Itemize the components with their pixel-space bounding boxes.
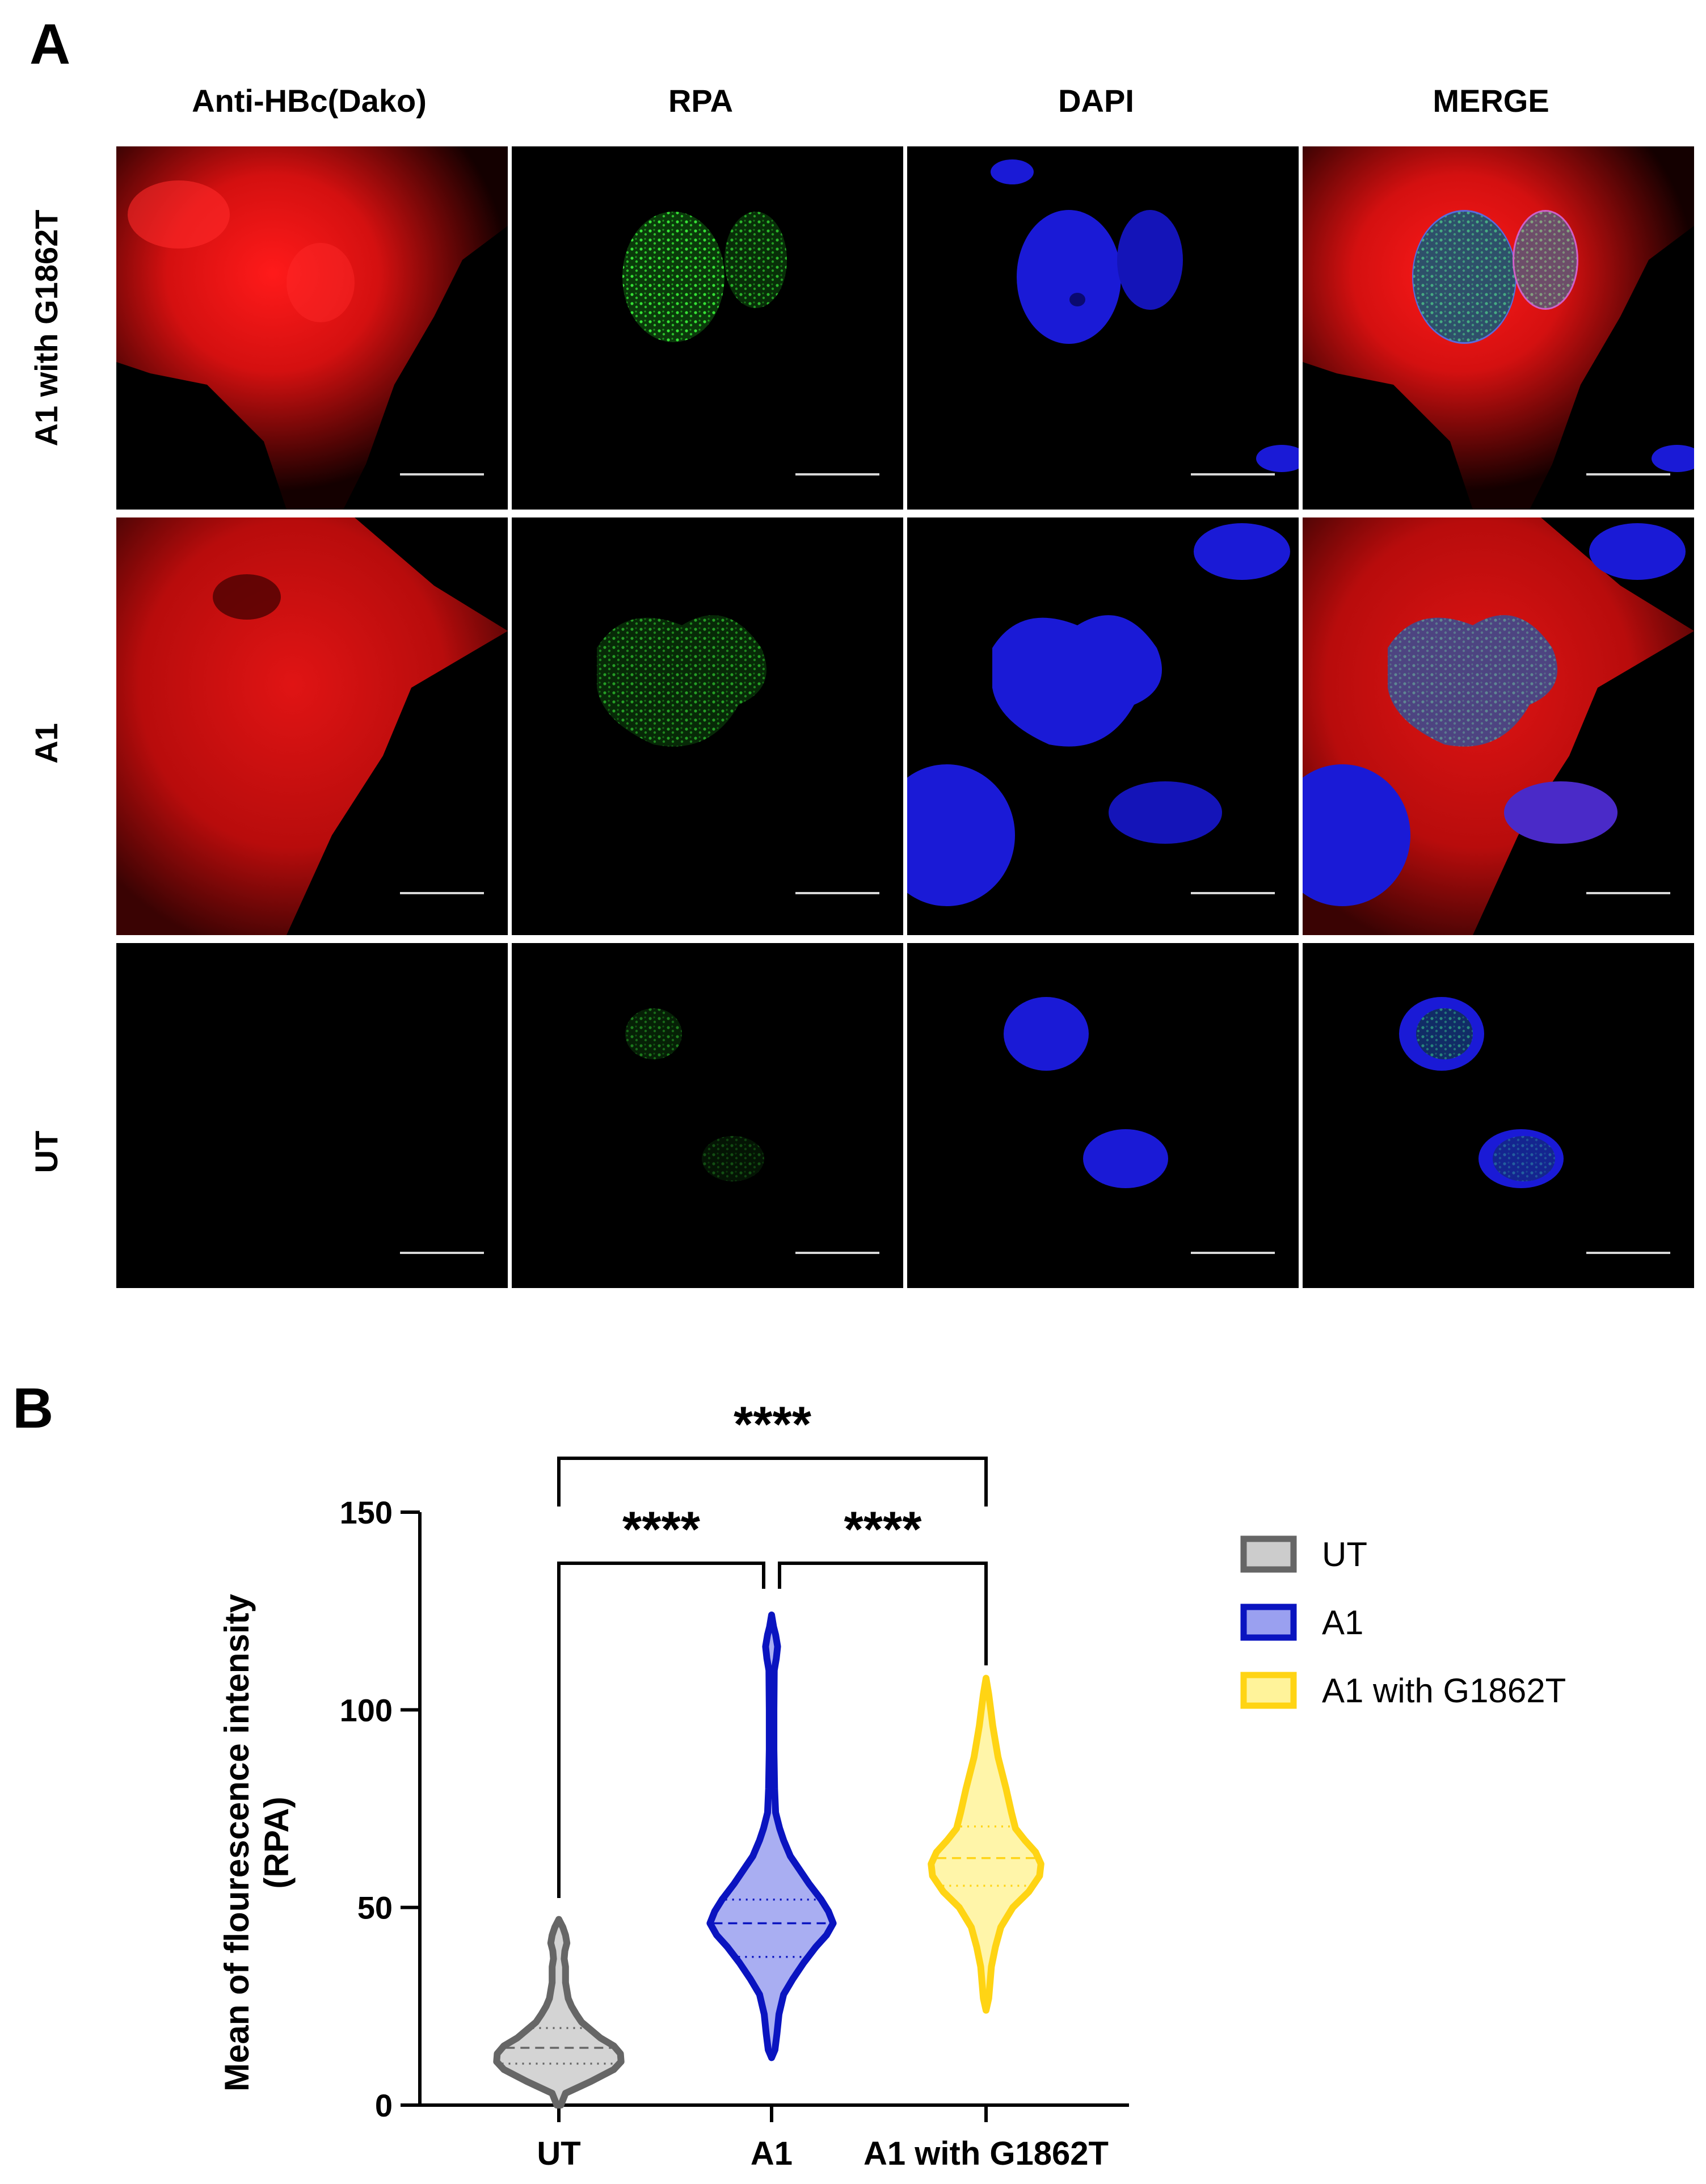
violin-body [706,1611,837,2061]
image-a1-merge [1303,517,1694,935]
violin-ut [493,1916,625,2109]
violin-series [493,1611,1044,2109]
image-a1-anti-hbc [116,517,508,935]
x-tick-label: A1 with G1862T [863,2135,1109,2172]
chart-legend: UT A1 A1 with G1862T [1240,1535,1566,1710]
image-ut-dapi [907,943,1299,1288]
bracket-line [557,1457,988,1507]
panel-b-letter: B [12,1377,54,1440]
column-label-dapi: DAPI [1058,83,1134,119]
y-tick-label: 150 [340,1495,393,1530]
bracket-line [557,1562,765,1898]
image-a1g1862t-dapi [907,146,1299,510]
legend-item: A1 with G1862T [1240,1672,1566,1710]
image-ut-rpa [512,943,903,1288]
bracket-ut-a1: **** [557,1501,765,1898]
significance-label: **** [622,1501,701,1557]
violin-a1 [706,1611,837,2061]
column-label-rpa: RPA [668,83,734,119]
row-label-a1: A1 [28,723,64,764]
y-axis-label: Mean of flourescence intensity (RPA) [218,1593,296,2092]
bracket-ut-g1862t: **** [557,1396,988,1507]
panel-a-letter: A [30,12,71,76]
violin-a1-with-g1862t [928,1674,1044,2014]
y-tick-label: 0 [375,2088,393,2123]
legend-item: UT [1240,1535,1367,1573]
row-label-ut: UT [28,1130,64,1173]
significance-brackets: **** **** **** [557,1396,988,1898]
bracket-line [778,1562,988,1665]
significance-label: **** [734,1396,812,1452]
column-label-merge: MERGE [1433,83,1549,119]
significance-label: **** [844,1501,922,1557]
legend-swatch [1240,1535,1297,1573]
image-a1-rpa [512,517,903,935]
legend-swatch [1240,1672,1297,1709]
image-a1-dapi [907,517,1299,935]
image-a1g1862t-merge [1303,146,1694,510]
x-tick-label: A1 [751,2135,793,2172]
legend-item: A1 [1240,1604,1363,1642]
chart-axes: 0 50 100 150 UT A1 A1 with G1862T [340,1495,1129,2172]
image-ut-merge [1303,943,1694,1288]
legend-label: A1 with G1862T [1322,1672,1566,1710]
violin-body [928,1674,1044,2014]
image-a1g1862t-rpa [512,146,903,510]
y-tick-label: 100 [340,1692,393,1728]
image-a1g1862t-anti-hbc [116,146,508,510]
legend-swatch [1240,1604,1297,1641]
y-axis-label-line: (RPA) [258,1796,296,1888]
image-ut-anti-hbc [116,943,508,1288]
legend-label: UT [1322,1535,1367,1573]
column-label-anti-hbc: Anti-HBc(Dako) [192,83,427,119]
violin-body [493,1916,625,2109]
x-tick-label: UT [537,2135,580,2172]
legend-label: A1 [1322,1604,1363,1642]
bracket-a1-g1862t: **** [778,1501,988,1665]
y-tick-label: 50 [357,1890,393,1926]
row-label-a1-g1862t: A1 with G1862T [28,209,64,447]
y-axis-label-line: Mean of flourescence intensity [218,1593,256,2092]
